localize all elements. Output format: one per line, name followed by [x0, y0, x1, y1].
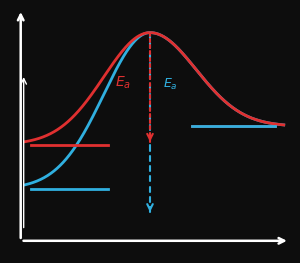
- Text: $E_a$: $E_a$: [164, 77, 178, 92]
- Text: $E_a$: $E_a$: [115, 75, 131, 91]
